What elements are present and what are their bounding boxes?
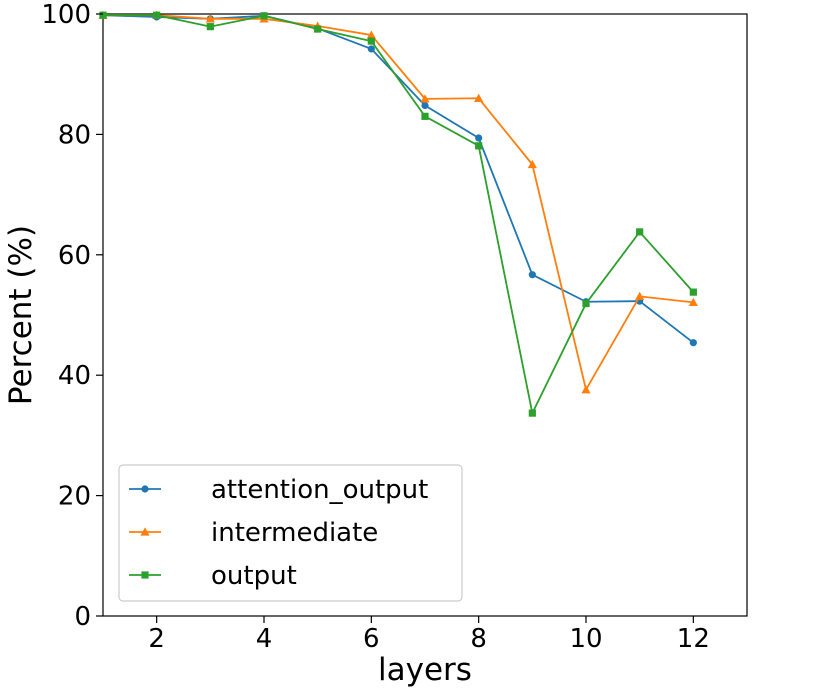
data-point [260, 12, 268, 20]
series-attention-output [99, 11, 697, 347]
data-point [636, 228, 644, 236]
data-point [367, 37, 375, 45]
y-tick-label: 40 [58, 361, 91, 391]
legend-marker [141, 571, 149, 579]
series-line [103, 14, 694, 391]
x-tick-label: 12 [677, 624, 710, 654]
data-point [689, 339, 697, 347]
legend-label: intermediate [211, 518, 378, 548]
legend: attention_output intermediate output [118, 464, 463, 602]
series-output [99, 11, 697, 417]
series-line [103, 14, 695, 415]
x-tick-label: 8 [470, 624, 487, 654]
legend-marker [141, 485, 149, 493]
legend-label: output [211, 561, 297, 591]
legend-marker [140, 527, 150, 536]
x-tick-label: 2 [148, 624, 165, 654]
data-point [474, 93, 484, 102]
data-point [689, 288, 697, 296]
y-tick-label: 100 [41, 0, 91, 30]
data-point [582, 299, 590, 308]
plot-area [98, 10, 748, 617]
legend-box [118, 464, 463, 602]
data-point [206, 23, 214, 31]
data-point [635, 291, 645, 301]
axis-ticks: 2 4 6 8 10 12 0 20 40 60 80 100 [41, 0, 710, 654]
y-axis-label: Percent (%) [3, 225, 39, 405]
data-point [528, 271, 536, 279]
y-tick-label: 60 [58, 241, 91, 271]
data-point [367, 45, 375, 53]
x-tick-label: 6 [363, 624, 380, 654]
data-point [581, 385, 591, 394]
y-tick-label: 80 [58, 120, 91, 150]
series-line [102, 14, 694, 344]
legend-label: attention_output [211, 475, 428, 505]
data-point [99, 11, 107, 19]
data-point [314, 25, 322, 33]
data-point [527, 159, 537, 169]
data-point [420, 94, 430, 103]
data-point [475, 142, 483, 150]
data-point [153, 11, 161, 19]
data-point [205, 14, 215, 23]
x-axis-label: layers [378, 652, 472, 688]
y-tick-label: 20 [58, 482, 91, 512]
data-point [421, 112, 429, 120]
series-intermediate [98, 10, 698, 394]
data-point [366, 30, 376, 39]
data-point [475, 134, 483, 142]
data-point [421, 101, 429, 110]
data-point [528, 409, 536, 417]
plot-frame [102, 13, 748, 617]
y-tick-label: 0 [74, 602, 91, 632]
data-point [688, 297, 698, 307]
x-tick-label: 10 [569, 624, 602, 654]
x-tick-label: 4 [256, 624, 273, 654]
